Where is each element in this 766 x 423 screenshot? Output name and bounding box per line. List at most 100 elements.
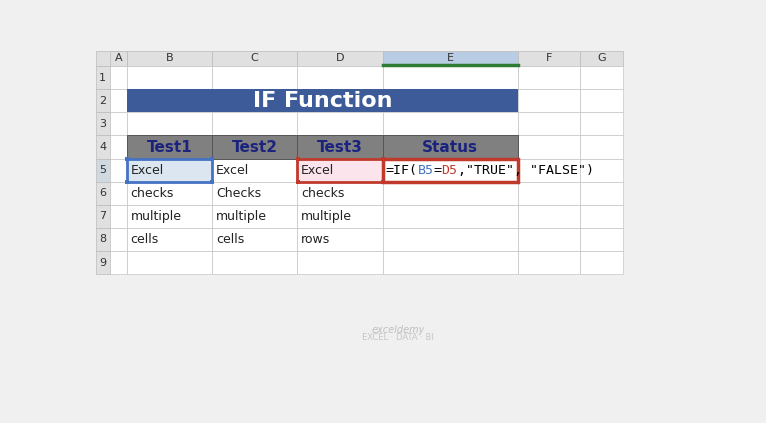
Text: 6: 6	[100, 188, 106, 198]
Bar	[580, 113, 623, 135]
Bar	[212, 113, 297, 135]
Bar	[125, 157, 129, 161]
Bar	[580, 89, 623, 113]
Text: 1: 1	[100, 73, 106, 83]
Bar	[110, 228, 126, 251]
Bar	[518, 159, 580, 181]
Text: checks: checks	[301, 187, 345, 200]
Bar	[296, 157, 300, 161]
Bar	[126, 251, 212, 274]
Text: multiple: multiple	[216, 210, 267, 223]
Bar	[126, 89, 518, 113]
Bar	[96, 66, 110, 89]
Text: 2: 2	[99, 96, 106, 106]
Text: =: =	[434, 164, 442, 177]
Bar	[212, 135, 297, 159]
Bar	[110, 113, 126, 135]
Text: G: G	[597, 53, 606, 63]
Text: Excel: Excel	[216, 164, 249, 177]
Text: =IF(: =IF(	[385, 164, 417, 177]
Bar	[126, 159, 212, 181]
Bar	[518, 51, 580, 66]
Bar	[96, 113, 110, 135]
Text: Excel: Excel	[131, 164, 164, 177]
Text: 9: 9	[99, 258, 106, 267]
Bar	[96, 205, 110, 228]
Bar	[382, 205, 518, 228]
Text: Excel: Excel	[301, 164, 335, 177]
Text: EXCEL · DATA · BI: EXCEL · DATA · BI	[362, 333, 434, 342]
Bar	[126, 113, 212, 135]
Bar	[126, 181, 212, 205]
Text: checks: checks	[131, 187, 174, 200]
Bar	[580, 135, 623, 159]
Bar	[297, 89, 382, 113]
Bar	[212, 89, 297, 113]
Bar	[126, 135, 212, 159]
Bar	[580, 66, 623, 89]
Bar	[125, 180, 129, 184]
Bar	[382, 113, 518, 135]
Bar	[96, 159, 110, 181]
Bar	[212, 51, 297, 66]
Bar	[126, 51, 212, 66]
Bar	[297, 51, 382, 66]
Bar	[381, 180, 385, 184]
Bar	[382, 66, 518, 89]
Bar	[297, 135, 382, 159]
Bar	[518, 135, 580, 159]
Bar	[382, 251, 518, 274]
Bar	[126, 89, 212, 113]
Text: D: D	[336, 53, 344, 63]
Text: cells: cells	[131, 233, 159, 246]
Bar	[382, 89, 518, 113]
Text: B5: B5	[417, 164, 434, 177]
Bar	[382, 135, 518, 159]
Bar	[126, 159, 212, 181]
Bar	[580, 205, 623, 228]
Bar	[382, 181, 518, 205]
Bar	[296, 180, 300, 184]
Text: exceldemy: exceldemy	[372, 324, 424, 335]
Text: 8: 8	[99, 234, 106, 244]
Text: Checks: Checks	[216, 187, 261, 200]
Bar	[110, 251, 126, 274]
Bar	[382, 159, 518, 181]
Text: Test3: Test3	[317, 140, 363, 154]
Bar	[96, 251, 110, 274]
Bar	[110, 66, 126, 89]
Bar	[297, 228, 382, 251]
Bar	[297, 66, 382, 89]
Bar	[96, 51, 126, 66]
Bar	[297, 159, 382, 181]
Bar	[110, 51, 126, 66]
Bar	[110, 181, 126, 205]
Bar	[212, 135, 297, 159]
Bar	[382, 51, 518, 66]
Bar	[212, 181, 297, 205]
Bar	[212, 205, 297, 228]
Text: 5: 5	[100, 165, 106, 175]
Text: ,"TRUE", "FALSE"): ,"TRUE", "FALSE")	[457, 164, 594, 177]
Bar	[126, 228, 212, 251]
Text: Test1: Test1	[146, 140, 192, 154]
Text: 7: 7	[99, 212, 106, 221]
Bar	[297, 135, 382, 159]
Text: cells: cells	[216, 233, 244, 246]
Bar	[580, 51, 623, 66]
Text: rows: rows	[301, 233, 330, 246]
Text: multiple: multiple	[131, 210, 182, 223]
Bar	[110, 135, 126, 159]
Bar	[96, 228, 110, 251]
Bar	[126, 66, 212, 89]
Bar	[580, 228, 623, 251]
Bar	[297, 159, 382, 181]
Bar	[211, 180, 214, 184]
Bar	[381, 157, 385, 161]
Bar	[126, 205, 212, 228]
Bar	[518, 251, 580, 274]
Bar	[580, 251, 623, 274]
Text: B: B	[165, 53, 173, 63]
Bar	[297, 205, 382, 228]
Bar	[126, 135, 212, 159]
